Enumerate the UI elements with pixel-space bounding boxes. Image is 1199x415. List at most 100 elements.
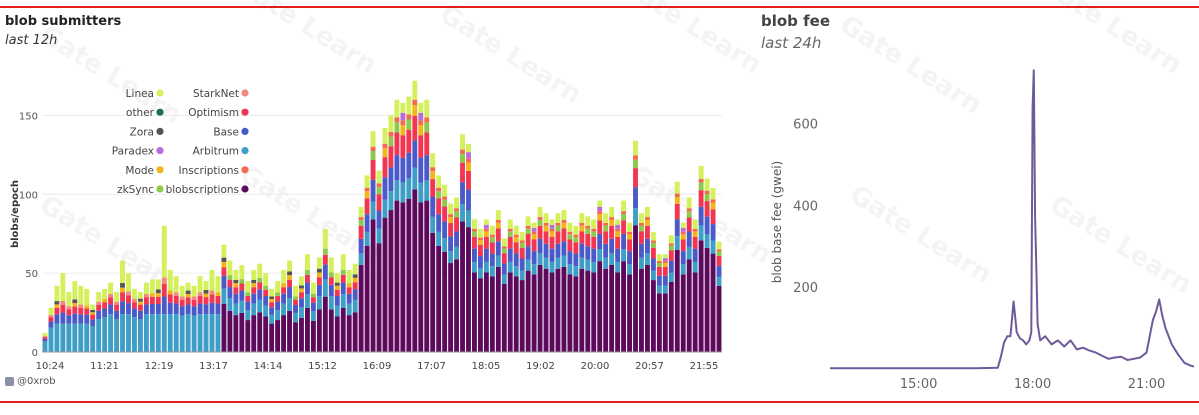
legend-dot-inscriptions [241,166,249,174]
bar-segment-arbitrum [287,298,292,311]
bar-segment-arbitrum [54,323,60,352]
bar-segment-arbitrum [257,299,263,313]
x-tick-label: 11:21 [90,361,119,372]
bar-segment-mode [72,303,78,307]
bar-segment-optimism [340,274,346,283]
bar-segment-base [698,206,704,226]
bar-segment-linea [519,232,525,241]
bar-segment-base [460,182,465,205]
bar-segment-arbitrum [448,251,454,264]
bar-segment-arbitrum [233,303,239,316]
bar-segment-optimism [376,194,382,211]
bar-segment-base [376,210,382,229]
bar-segment-arbitrum [299,307,304,318]
bar-segment-zksync [406,119,412,130]
bar-segment-inscriptions [394,117,400,123]
bar-segment-zora [233,279,239,284]
bar-segment-zksync [698,182,704,191]
bar-segment-optimism [257,282,263,290]
bar-segment-paradex [597,206,603,212]
bar-segment-blobscriptions [591,272,597,352]
bar-segment-zora [287,271,292,276]
bar-segment-optimism [656,266,662,276]
bar-segment-blobscriptions [442,251,448,352]
bar-segment-blobscriptions [627,274,632,352]
bar-segment-linea [716,241,722,250]
bar-segment-linea [668,235,674,244]
bar-segment-mode [543,225,549,232]
bar-segment-blobscriptions [472,272,477,352]
bar-segment-arbitrum [525,259,531,271]
bar-segment-linea [114,292,120,302]
bar-segment-blobscriptions [573,276,579,352]
bar-segment-mode [710,202,716,210]
bar-segment-linea [322,228,328,249]
bar-segment-linea [573,225,579,235]
bar-segment-paradex [400,112,406,121]
bar-segment-blobscriptions [644,264,650,352]
bar-segment-optimism [501,253,507,264]
bar-segment-base [66,315,72,324]
bar-segment-blobscriptions [537,264,543,352]
bar-segment-arbitrum [388,191,394,211]
bar-segment-inscriptions [519,240,525,243]
bar-segment-mode [579,225,585,232]
bar-segment-arbitrum [537,253,543,265]
bar-segment-blobscriptions [376,243,382,352]
bar-segment-linea [281,269,287,284]
bar-segment-linea [495,210,501,220]
bar-segment-zksync [454,211,460,218]
bar-segment-mode [54,304,60,308]
legend-dot-linea [156,89,164,97]
bar-segment-linea [328,257,334,273]
x-tick-label: 17:07 [417,361,446,372]
bar-segment-blobscriptions [430,232,436,352]
bar-segment-arbitrum [603,257,609,269]
bar-segment-base [567,251,573,265]
bar-segment-blobscriptions [692,272,698,352]
bar-segment-base [334,296,340,306]
x-tick-label: 20:00 [581,361,610,372]
x-tick-label: 15:12 [308,361,337,372]
bar-segment-blobscriptions [293,322,298,352]
legend-dot-arbitrum [241,147,249,155]
bar-segment-starknet [114,301,120,305]
bar-segment-zksync [585,228,591,234]
bar-segment-base [519,258,525,271]
bar-segment-linea [173,276,179,293]
bar-segment-optimism [114,304,120,311]
bar-segment-base [716,265,722,277]
bar-segment-inscriptions [549,228,555,232]
bar-segment-linea [227,260,233,276]
bar-segment-arbitrum [155,314,161,352]
bar-segment-zora [221,257,227,262]
bar-segment-linea [132,288,137,300]
bar-segment-arbitrum [42,341,48,352]
bar-segment-inscriptions [388,131,394,137]
bar-segment-arbitrum [209,314,215,352]
bar-segment-arbitrum [412,167,418,190]
bar-segment-base [603,243,609,258]
bar-segment-mode [483,231,489,237]
bar-segment-base [346,293,352,304]
bar-segment-mode [167,290,173,295]
bar-segment-arbitrum [418,182,424,203]
bar-segment-inscriptions [597,211,603,215]
bar-segment-optimism [543,231,549,244]
bar-segment-base [406,152,412,179]
bar-segment-linea [466,143,471,153]
bar-segment-mode [561,222,567,229]
bar-segment-linea [352,263,358,275]
bar-segment-blobscriptions [221,303,227,352]
bar-segment-arbitrum [269,314,275,324]
bar-segment-base [674,219,680,237]
bar-segment-linea [120,260,125,284]
bar-segment-base [102,308,108,318]
bar-segment-linea [525,216,531,226]
bar-segment-base [304,282,310,295]
bar-segment-linea [507,219,513,229]
bar-segment-zksync [591,231,597,237]
bar-segment-inscriptions [507,228,513,232]
bar-segment-blobscriptions [340,307,346,352]
bar-segment-arbitrum [84,323,90,352]
